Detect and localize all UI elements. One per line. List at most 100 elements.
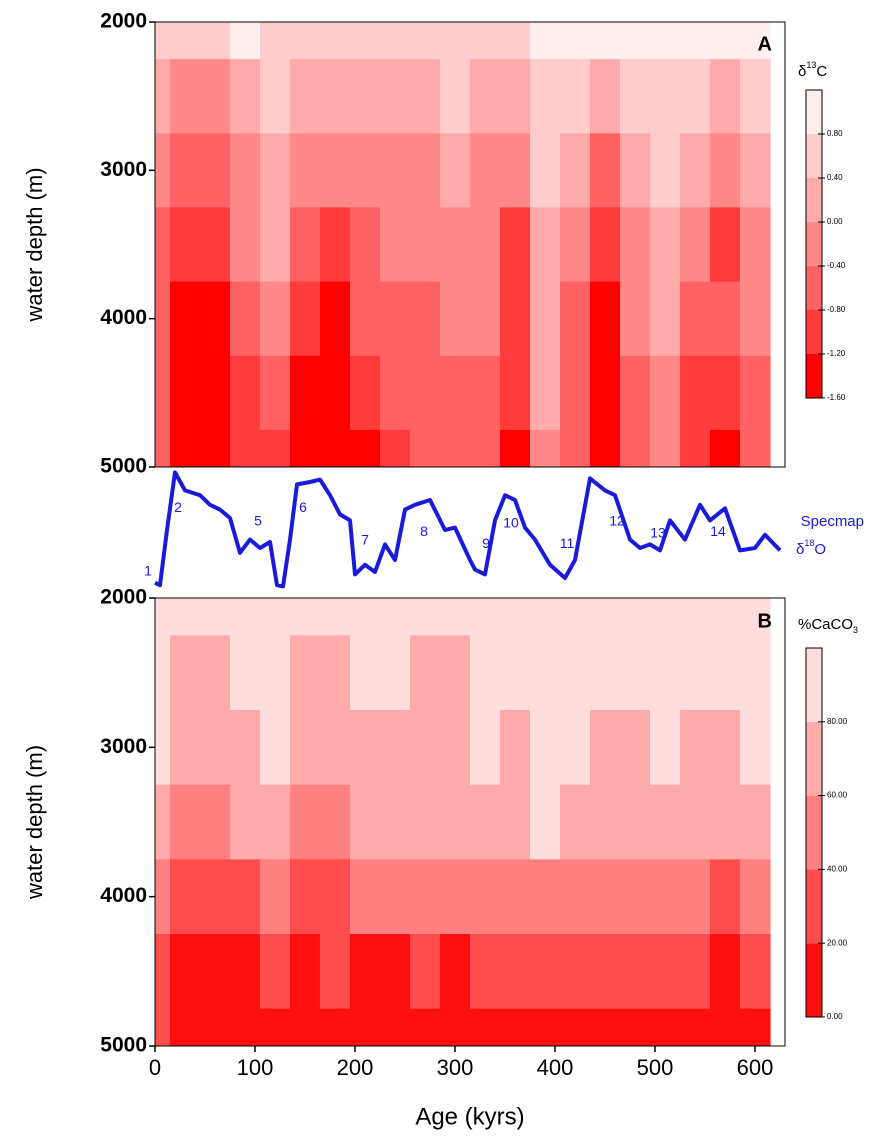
heatmap-cell	[200, 22, 231, 60]
heatmap-cell	[740, 934, 771, 1010]
heatmap-cell	[230, 598, 261, 636]
heatmap-cell	[230, 934, 261, 1010]
heatmap-cell	[155, 133, 171, 209]
panel-label: B	[758, 610, 772, 632]
heatmap-cell	[410, 784, 441, 860]
heatmap-cell	[260, 859, 291, 935]
y-tick-label: 2000	[100, 586, 147, 609]
colorbar-title-part: 13	[806, 60, 816, 70]
stage-label: 12	[609, 512, 625, 528]
heatmap-cell	[650, 207, 681, 283]
heatmap-cell	[380, 598, 411, 636]
stage-label: 6	[299, 499, 307, 515]
heatmap-cell	[740, 133, 771, 209]
heatmap-cell	[530, 281, 561, 357]
heatmap-cell	[500, 429, 531, 467]
heatmap-cell	[320, 710, 351, 786]
heatmap-cell	[170, 281, 201, 357]
heatmap-cell	[590, 59, 621, 134]
stage-label: 1	[144, 563, 152, 579]
heatmap-cell	[590, 133, 621, 209]
heatmap-cell	[590, 281, 621, 357]
heatmap-cell	[650, 859, 681, 935]
heatmap-cell	[650, 598, 681, 636]
heatmap-cell	[170, 710, 201, 786]
heatmap-cell	[470, 59, 501, 134]
heatmap-cell	[470, 934, 501, 1010]
heatmap-cell	[470, 207, 501, 283]
heatmap-cell	[500, 207, 531, 283]
colorbar-tick-label: 0.80	[827, 129, 843, 138]
heatmap-cell	[380, 635, 411, 711]
heatmap-cell	[200, 710, 231, 786]
heatmap-cell	[560, 59, 591, 134]
heatmap-cell	[350, 429, 381, 467]
heatmap-cell	[230, 207, 261, 283]
heatmap-cell	[620, 710, 651, 786]
heatmap-cell	[290, 784, 321, 860]
heatmap-cells	[155, 22, 771, 467]
series-label-part: δ	[796, 541, 804, 558]
colorbar-title-part: C	[816, 63, 827, 80]
heatmap-cell	[410, 133, 441, 209]
heatmap-cell	[470, 22, 501, 60]
heatmap-cell	[440, 133, 471, 209]
heatmap-cell	[320, 859, 351, 935]
heatmap-cell	[680, 859, 711, 935]
heatmap-cell	[200, 1008, 231, 1046]
heatmap-cell	[650, 59, 681, 134]
heatmap-cell	[530, 710, 561, 786]
heatmap-cell	[290, 598, 321, 636]
heatmap-cell	[155, 784, 171, 860]
heatmap-cell	[650, 784, 681, 860]
heatmap-cell	[170, 59, 201, 134]
heatmap-cell	[200, 207, 231, 283]
heatmap-cell	[350, 1008, 381, 1046]
heatmap-cell	[560, 635, 591, 711]
heatmap-cell	[650, 281, 681, 357]
heatmap-cell	[380, 133, 411, 209]
heatmap-cell	[680, 355, 711, 431]
heatmap-cell	[620, 355, 651, 431]
heatmap-cell	[530, 207, 561, 283]
colorbar-title-part: δ	[798, 63, 806, 80]
heatmap-cell	[230, 1008, 261, 1046]
heatmap-cell	[710, 429, 741, 467]
heatmap-cell	[230, 355, 261, 431]
heatmap-cell	[560, 934, 591, 1010]
heatmap-cell	[230, 784, 261, 860]
heatmap-cell	[350, 207, 381, 283]
heatmap-cell	[500, 59, 531, 134]
heatmap-cell	[320, 598, 351, 636]
heatmap-cell	[260, 635, 291, 711]
heatmap-cell	[590, 429, 621, 467]
heatmap-cell	[380, 355, 411, 431]
heatmap-cell	[440, 59, 471, 134]
heatmap-cell	[380, 429, 411, 467]
heatmap-cell	[170, 1008, 201, 1046]
heatmap-cell	[410, 22, 441, 60]
heatmap-cell	[155, 635, 171, 711]
heatmap-cell	[290, 281, 321, 357]
heatmap-cell	[380, 59, 411, 134]
heatmap-cell	[350, 59, 381, 134]
heatmap-cell	[230, 859, 261, 935]
colorbar-tick-label: 0.00	[827, 217, 843, 226]
x-tick-label: 400	[537, 1055, 574, 1080]
heatmap-cell	[155, 1008, 171, 1046]
heatmap-cell	[440, 22, 471, 60]
heatmap-cell	[410, 429, 441, 467]
heatmap-cell	[590, 1008, 621, 1046]
colorbar-band	[806, 178, 822, 222]
heatmap-cell	[230, 710, 261, 786]
heatmap-cell	[500, 859, 531, 935]
heatmap-cell	[590, 859, 621, 935]
x-tick-label: 500	[637, 1055, 674, 1080]
colorbar-band	[806, 134, 822, 178]
heatmap-cell	[170, 934, 201, 1010]
heatmap-cell	[530, 635, 561, 711]
heatmap-cell	[155, 281, 171, 357]
heatmap-cell	[440, 429, 471, 467]
heatmap-cell	[530, 784, 561, 860]
